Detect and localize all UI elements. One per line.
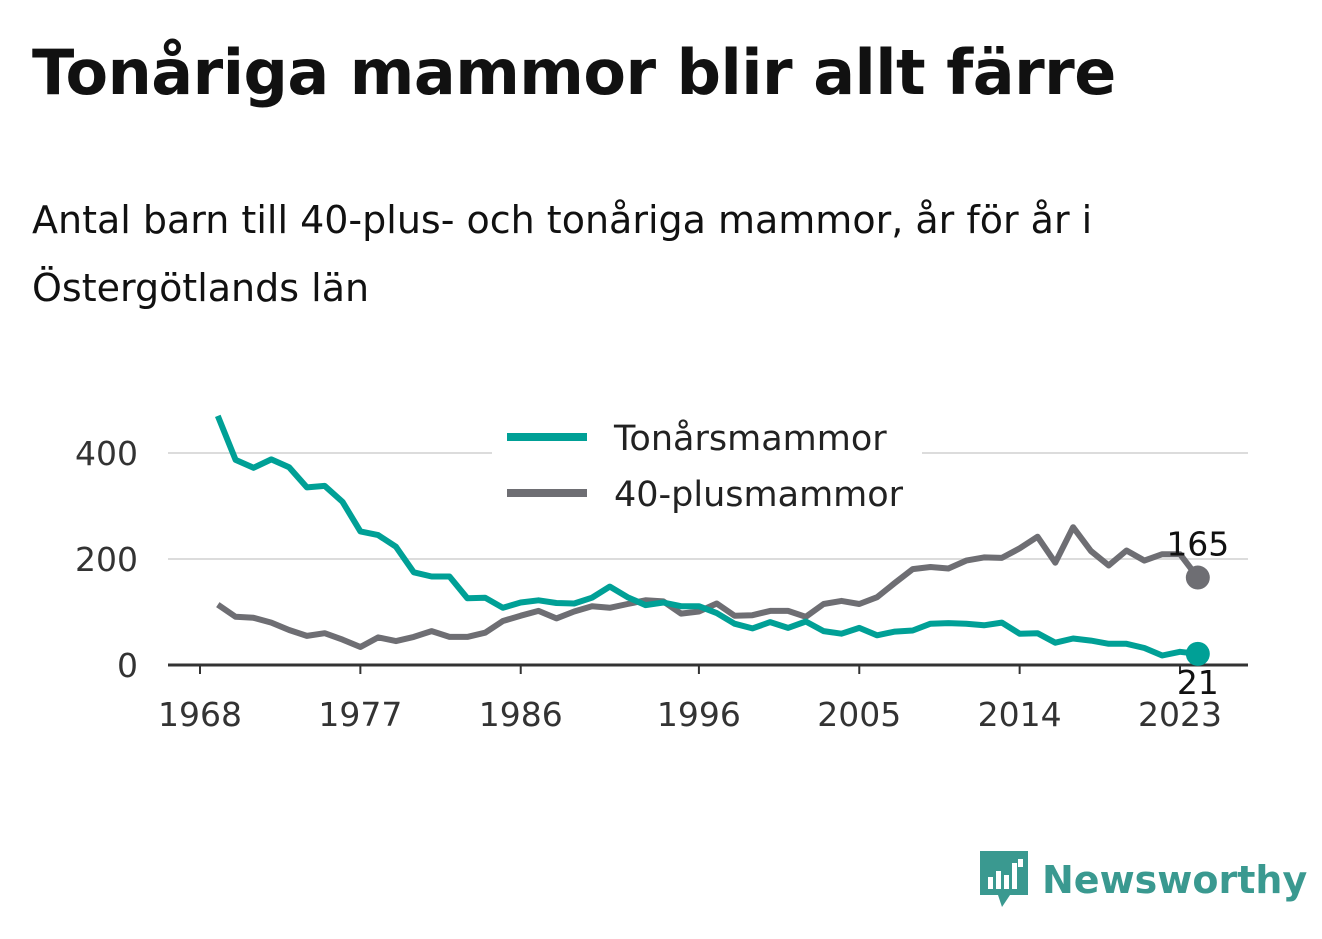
series-line-40-plusmammor — [216, 524, 1201, 650]
legend-label-tonarsmammor: Tonårsmammor — [613, 418, 887, 459]
end-value-label: 21 — [1177, 663, 1219, 702]
y-tick-label: 400 — [75, 434, 138, 473]
legend-label-40-plusmammor: 40-plusmammor — [614, 475, 904, 515]
series-end-point — [1185, 565, 1210, 590]
end-value-label: 165 — [1166, 525, 1229, 564]
end-labels: 165 21 — [1166, 525, 1229, 702]
y-tick-label: 0 — [117, 646, 138, 685]
x-tick-label: 2014 — [978, 695, 1062, 734]
x-tick-label: 1986 — [479, 695, 563, 734]
series-end-point — [1185, 641, 1210, 666]
y-tick-label: 200 — [75, 540, 138, 579]
newsworthy-logo: Newsworthy — [980, 850, 1307, 910]
x-axis: 1968 1977 1986 1996 2005 2014 2023 — [158, 663, 1248, 734]
chart-title: Tonåriga mammor blir allt färre — [32, 36, 1116, 109]
series-line-tonarsmammor — [215, 414, 1199, 659]
x-tick-label: 2005 — [817, 695, 901, 734]
legend: Tonårsmammor 40-plusmammor — [492, 408, 922, 520]
newsworthy-logo-icon — [980, 851, 1028, 907]
x-tick-label: 1996 — [657, 695, 741, 734]
x-tick-label: 1977 — [318, 695, 402, 734]
series-layer — [215, 414, 1210, 666]
x-tick-label: 1968 — [158, 695, 242, 734]
legend-background — [492, 408, 922, 520]
chart-subtitle: Antal barn till 40-plus- och tonåriga ma… — [32, 198, 1093, 310]
brand-name: Newsworthy — [1042, 858, 1308, 902]
y-axis: 0 200 400 — [75, 434, 138, 685]
x-tick-label: 2023 — [1138, 695, 1222, 734]
